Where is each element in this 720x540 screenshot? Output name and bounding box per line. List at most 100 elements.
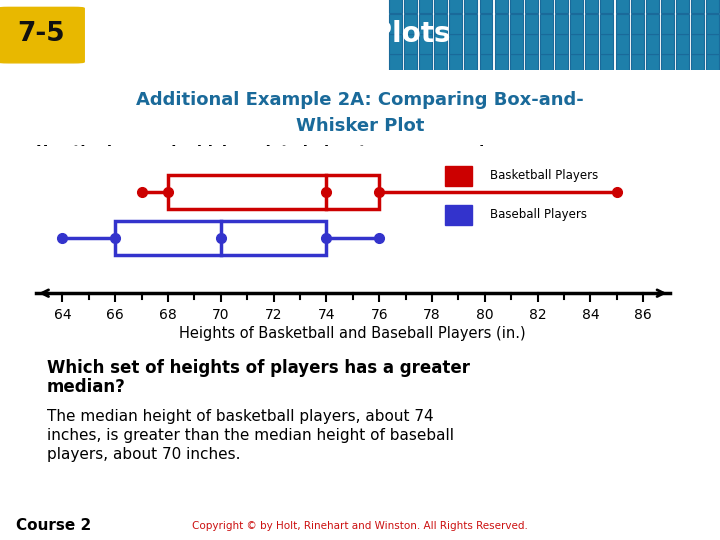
Text: 84: 84	[582, 308, 599, 322]
Bar	[600, 34, 613, 53]
Bar	[389, 0, 402, 14]
Bar	[616, 34, 629, 53]
Bar	[525, 0, 538, 14]
Bar	[510, 0, 523, 14]
Text: Heights of Basketball and Baseball Players (in.): Heights of Basketball and Baseball Playe…	[179, 326, 526, 341]
Bar	[480, 34, 492, 53]
Text: question.: question.	[36, 164, 117, 179]
Bar	[691, 54, 704, 73]
Bar	[616, 14, 629, 33]
Bar	[510, 54, 523, 73]
Text: Basketball Players: Basketball Players	[490, 169, 598, 182]
Bar	[555, 14, 568, 33]
Text: Course 2: Course 2	[16, 518, 91, 534]
Text: 82: 82	[528, 308, 546, 322]
Bar	[480, 0, 492, 14]
Text: 80: 80	[476, 308, 494, 322]
Bar	[691, 34, 704, 53]
Bar	[691, 14, 704, 33]
Bar	[570, 0, 583, 14]
Bar	[464, 34, 477, 53]
Bar	[495, 54, 508, 73]
Bar	[616, 0, 629, 14]
Bar	[646, 34, 659, 53]
Bar	[540, 14, 553, 33]
Bar	[495, 14, 508, 33]
Bar	[585, 54, 598, 73]
Bar	[464, 0, 477, 14]
Text: Use the box-and-whisker plots below to answer each: Use the box-and-whisker plots below to a…	[36, 145, 490, 160]
Text: Box-and-Whisker Plots: Box-and-Whisker Plots	[97, 19, 451, 48]
Text: players, about 70 inches.: players, about 70 inches.	[47, 447, 240, 462]
Text: 70: 70	[212, 308, 230, 322]
Bar	[419, 0, 432, 14]
Bar	[389, 54, 402, 73]
Text: The median height of basketball players, about 74: The median height of basketball players,…	[47, 409, 433, 424]
Text: 74: 74	[318, 308, 335, 322]
Bar	[419, 54, 432, 73]
Bar	[585, 14, 598, 33]
Bar	[464, 54, 477, 73]
Bar	[600, 0, 613, 14]
Bar	[585, 0, 598, 14]
Bar	[525, 34, 538, 53]
Bar	[661, 14, 674, 33]
Bar	[646, 0, 659, 14]
Bar	[404, 14, 417, 33]
Bar	[434, 14, 447, 33]
Bar	[555, 34, 568, 53]
Bar	[389, 34, 402, 53]
Bar	[676, 14, 689, 33]
Bar	[404, 54, 417, 73]
Bar	[419, 34, 432, 53]
Bar	[600, 14, 613, 33]
Text: inches, is greater than the median height of baseball: inches, is greater than the median heigh…	[47, 428, 454, 443]
Bar	[661, 54, 674, 73]
Bar	[168, 174, 379, 209]
Text: 7-5: 7-5	[17, 21, 65, 46]
Bar	[631, 34, 644, 53]
Bar	[631, 14, 644, 33]
Text: 72: 72	[265, 308, 282, 322]
Text: Which set of heights of players has a greater: Which set of heights of players has a gr…	[47, 359, 470, 377]
Bar	[646, 14, 659, 33]
Text: median?: median?	[47, 378, 126, 396]
Text: 76: 76	[370, 308, 388, 322]
Bar	[449, 14, 462, 33]
Bar	[449, 0, 462, 14]
Bar	[706, 54, 719, 73]
Bar	[661, 34, 674, 53]
Bar	[540, 0, 553, 14]
Bar	[510, 34, 523, 53]
Bar	[525, 54, 538, 73]
Bar	[616, 54, 629, 73]
Bar	[464, 14, 477, 33]
Bar	[676, 0, 689, 14]
Bar	[570, 54, 583, 73]
Bar	[510, 14, 523, 33]
Bar	[540, 34, 553, 53]
Bar	[389, 14, 402, 33]
Bar	[445, 166, 472, 186]
Bar	[540, 54, 553, 73]
Bar	[631, 0, 644, 14]
Bar	[570, 14, 583, 33]
Text: Whisker Plot: Whisker Plot	[296, 117, 424, 135]
Bar	[691, 0, 704, 14]
Bar	[434, 0, 447, 14]
Bar	[449, 54, 462, 73]
Bar	[449, 34, 462, 53]
Bar	[480, 14, 492, 33]
Bar	[495, 0, 508, 14]
Text: 78: 78	[423, 308, 441, 322]
Text: Additional Example 2A: Comparing Box-and-: Additional Example 2A: Comparing Box-and…	[136, 91, 584, 109]
Bar	[570, 34, 583, 53]
Text: 86: 86	[634, 308, 652, 322]
Bar	[404, 34, 417, 53]
Bar	[676, 54, 689, 73]
Text: 66: 66	[107, 308, 124, 322]
Bar	[434, 54, 447, 73]
Bar	[434, 34, 447, 53]
Bar	[706, 0, 719, 14]
Text: 68: 68	[159, 308, 177, 322]
